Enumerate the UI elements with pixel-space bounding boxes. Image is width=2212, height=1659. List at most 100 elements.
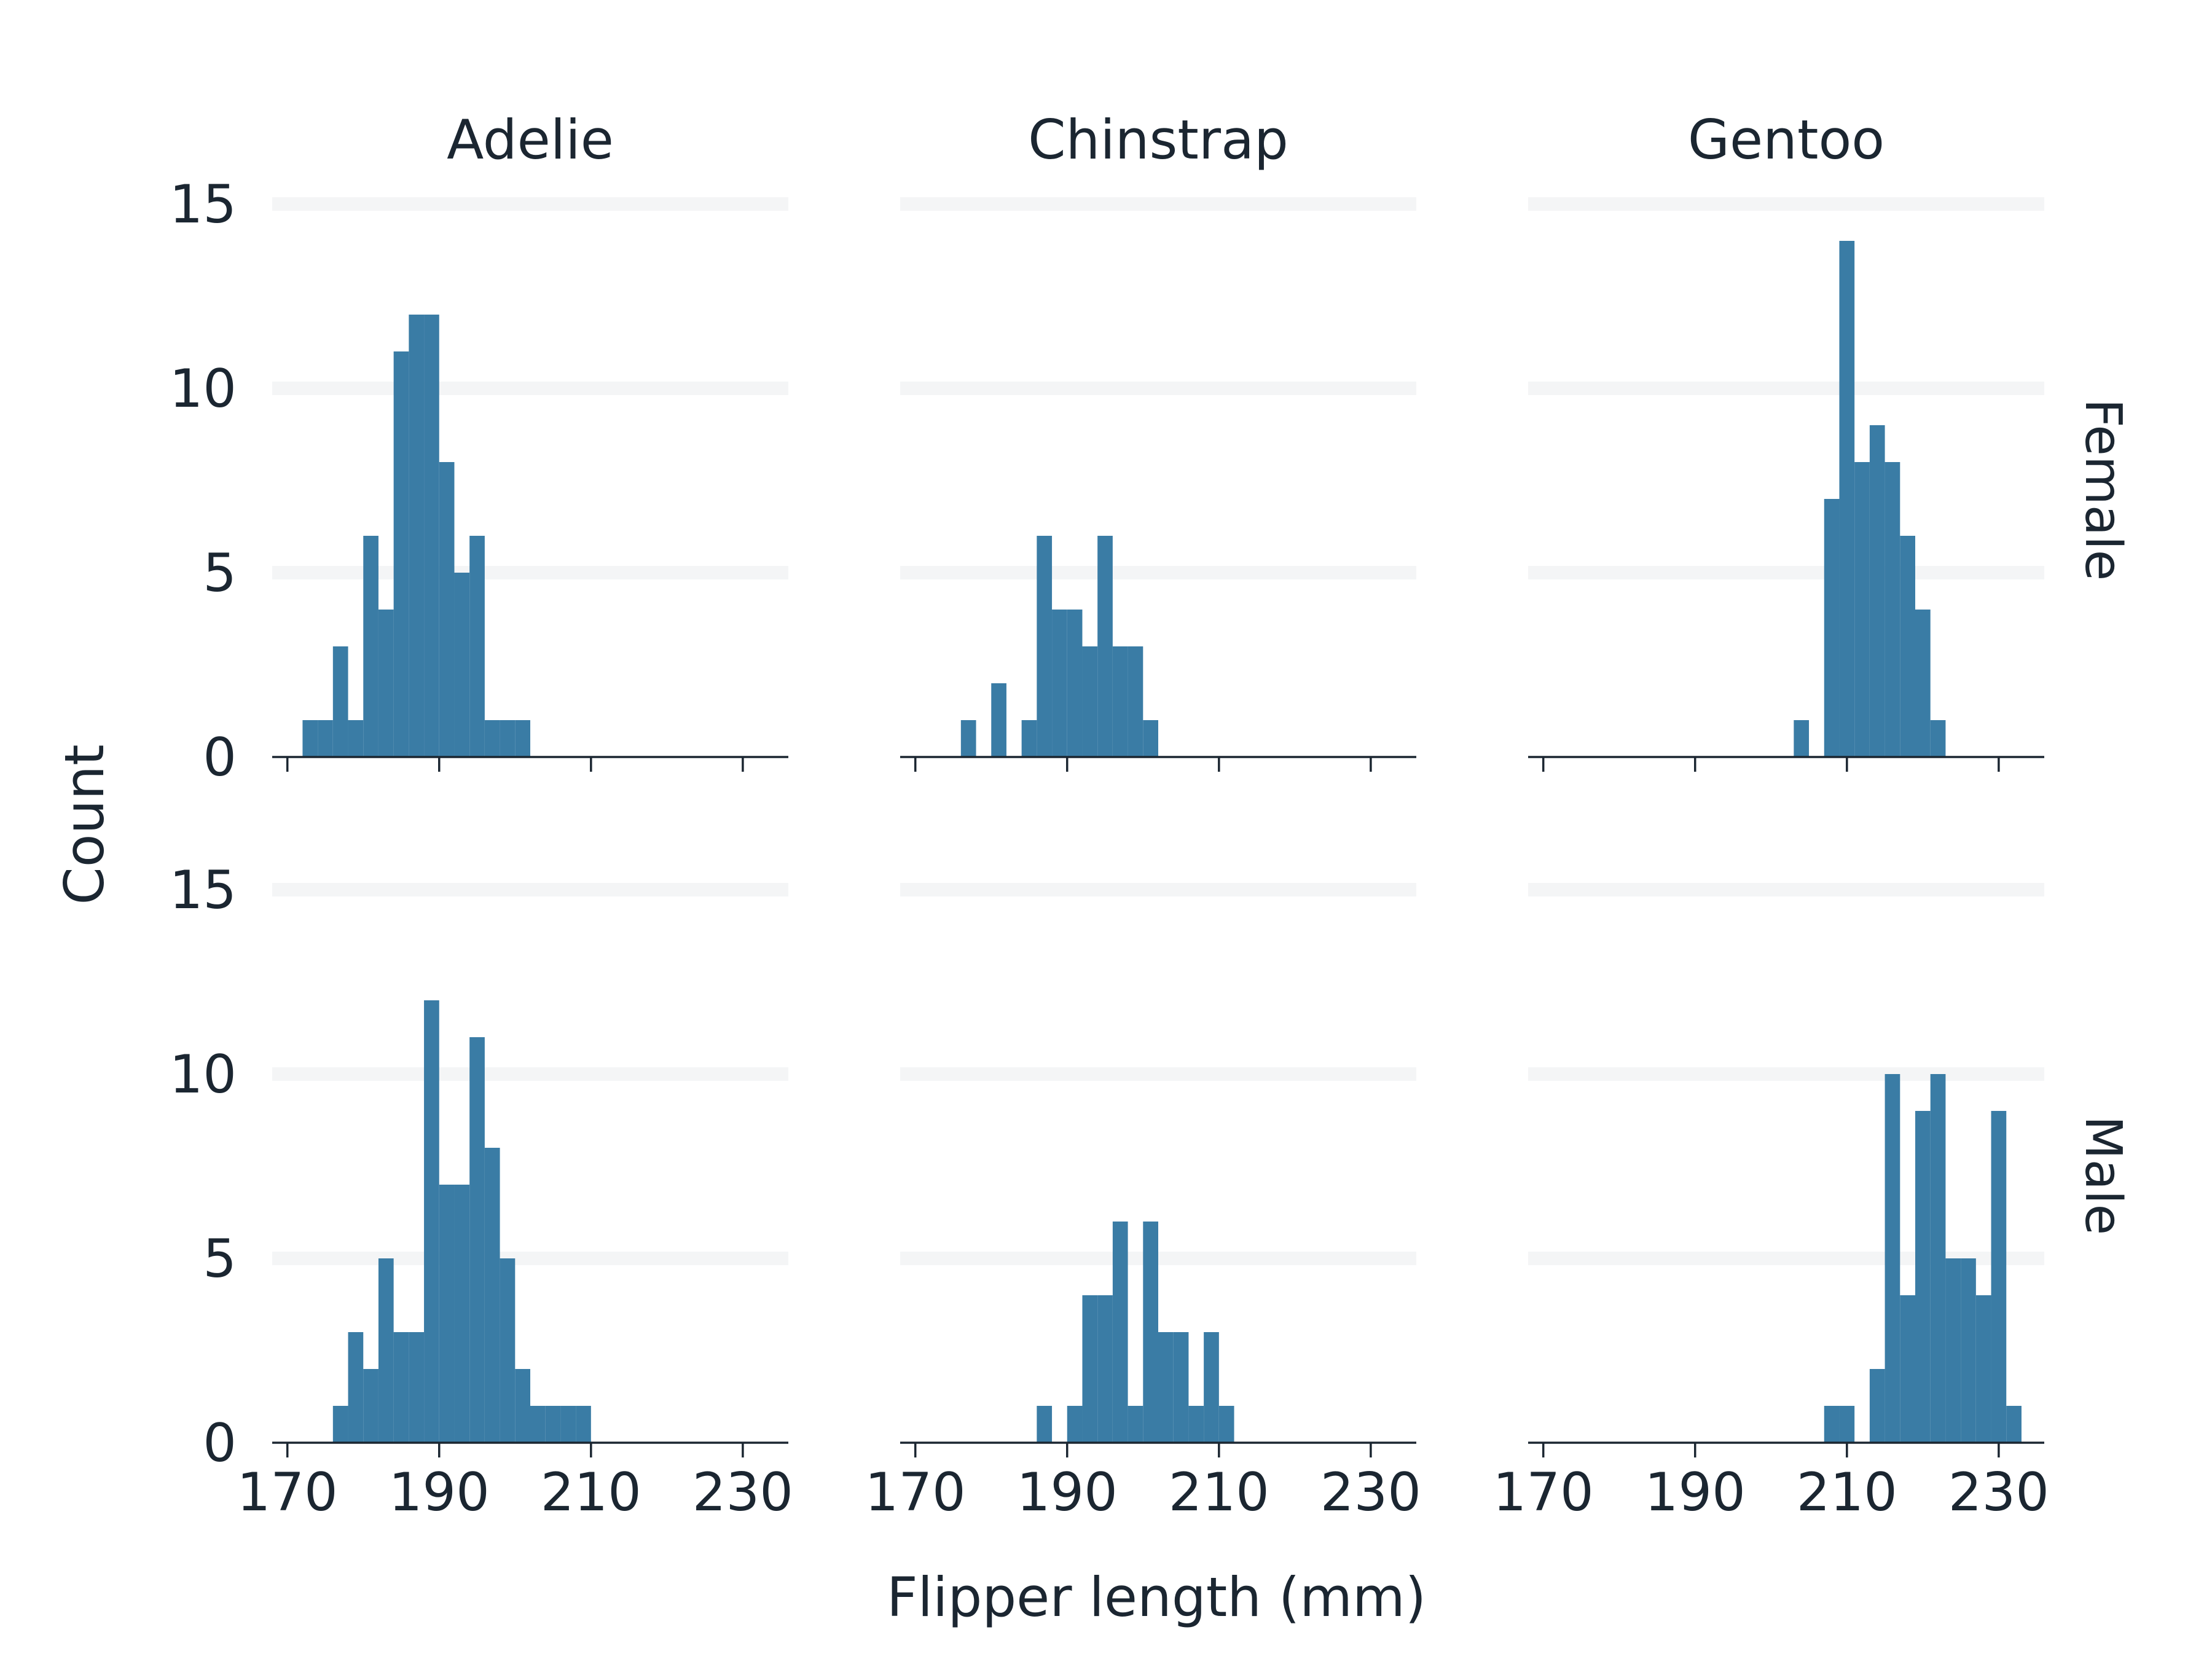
bar-male-adelie-11 (500, 1258, 516, 1443)
bar-female-adelie-0 (302, 720, 318, 757)
x-tick-label-chinstrap-210: 210 (1169, 1462, 1269, 1523)
bar-female-chinstrap-12 (1143, 720, 1158, 757)
column-title-chinstrap: Chinstrap (1028, 108, 1288, 171)
bar-male-chinstrap-10 (1188, 1406, 1204, 1443)
y-tick-label-male-10: 10 (170, 1044, 237, 1105)
bar-female-adelie-6 (393, 351, 409, 757)
x-tick-label-chinstrap-230: 230 (1320, 1462, 1421, 1523)
column-title-gentoo: Gentoo (1688, 108, 1885, 171)
y-tick-label-male-0: 0 (203, 1413, 237, 1474)
bar-female-gentoo-4 (1854, 462, 1870, 757)
y-tick-label-male-5: 5 (203, 1228, 237, 1290)
bar-female-chinstrap-4 (1021, 720, 1037, 757)
bar-female-adelie-13 (500, 720, 516, 757)
x-tick-label-gentoo-210: 210 (1797, 1462, 1897, 1523)
x-tick-label-chinstrap-190: 190 (1017, 1462, 1118, 1523)
row-title-male: Male (2074, 1116, 2132, 1235)
bar-male-chinstrap-2 (1067, 1406, 1083, 1443)
column-title-adelie: Adelie (447, 108, 614, 171)
y-axis-title: Count (53, 744, 116, 904)
y-tick-label-male-15: 15 (170, 860, 237, 921)
bar-female-chinstrap-10 (1112, 646, 1128, 757)
bar-male-adelie-13 (530, 1406, 546, 1443)
bar-male-gentoo-1 (1839, 1406, 1855, 1443)
bar-male-adelie-10 (484, 1148, 500, 1443)
x-tick-label-adelie-210: 210 (541, 1462, 641, 1523)
bar-female-chinstrap-11 (1128, 646, 1143, 757)
bar-female-gentoo-0 (1794, 720, 1810, 757)
bar-male-adelie-0 (332, 1406, 348, 1443)
bar-male-adelie-8 (454, 1185, 470, 1443)
bar-male-adelie-3 (378, 1258, 394, 1443)
bar-male-adelie-9 (469, 1037, 485, 1443)
bar-male-gentoo-7 (1930, 1074, 1946, 1443)
bar-male-adelie-12 (515, 1369, 530, 1443)
bar-male-gentoo-6 (1915, 1111, 1931, 1443)
bar-male-adelie-5 (409, 1332, 425, 1443)
bar-male-adelie-14 (545, 1406, 561, 1443)
bar-male-gentoo-10 (1975, 1295, 1991, 1443)
bar-male-adelie-6 (424, 1000, 439, 1443)
bar-female-adelie-3 (348, 720, 364, 757)
x-tick-label-adelie-190: 190 (389, 1462, 490, 1523)
bar-female-gentoo-9 (1930, 720, 1946, 757)
row-title-female: Female (2074, 399, 2132, 581)
bar-male-chinstrap-6 (1128, 1406, 1143, 1443)
bar-male-gentoo-11 (1991, 1111, 2007, 1443)
bar-female-chinstrap-8 (1082, 646, 1098, 757)
x-tick-label-adelie-170: 170 (237, 1462, 338, 1523)
bar-female-gentoo-5 (1869, 425, 1885, 757)
bar-female-gentoo-3 (1839, 241, 1855, 757)
bar-male-gentoo-4 (1885, 1074, 1900, 1443)
y-tick-label-female-0: 0 (203, 727, 237, 788)
bar-male-gentoo-0 (1824, 1406, 1840, 1443)
bar-female-adelie-4 (363, 536, 378, 757)
y-tick-label-female-10: 10 (170, 358, 237, 420)
bar-female-gentoo-6 (1885, 462, 1900, 757)
x-tick-label-gentoo-190: 190 (1645, 1462, 1746, 1523)
bar-female-adelie-12 (484, 720, 500, 757)
bar-female-gentoo-2 (1824, 499, 1840, 757)
bar-male-chinstrap-5 (1112, 1222, 1128, 1443)
x-tick-label-chinstrap-170: 170 (865, 1462, 966, 1523)
bar-male-adelie-1 (348, 1332, 364, 1443)
bar-male-adelie-16 (576, 1406, 591, 1443)
bar-male-gentoo-5 (1900, 1295, 1915, 1443)
bar-female-adelie-9 (439, 462, 455, 757)
bar-male-chinstrap-9 (1173, 1332, 1189, 1443)
bar-female-adelie-11 (469, 536, 485, 757)
bar-male-adelie-15 (560, 1406, 576, 1443)
y-tick-label-female-5: 5 (203, 543, 237, 604)
bar-male-chinstrap-12 (1218, 1406, 1234, 1443)
x-axis-title: Flipper length (mm) (887, 1566, 1426, 1629)
bar-female-gentoo-8 (1915, 610, 1931, 757)
y-tick-label-female-15: 15 (170, 174, 237, 235)
bar-female-chinstrap-6 (1052, 610, 1067, 757)
bar-female-chinstrap-0 (960, 720, 976, 757)
x-tick-label-gentoo-170: 170 (1493, 1462, 1594, 1523)
bar-female-gentoo-7 (1900, 536, 1915, 757)
bar-male-gentoo-3 (1869, 1369, 1885, 1443)
bar-female-chinstrap-2 (991, 683, 1006, 757)
bar-male-chinstrap-0 (1037, 1406, 1053, 1443)
bar-male-chinstrap-8 (1158, 1332, 1174, 1443)
bar-female-adelie-1 (318, 720, 333, 757)
bar-female-adelie-2 (332, 646, 348, 757)
bar-male-adelie-4 (393, 1332, 409, 1443)
x-tick-label-adelie-230: 230 (692, 1462, 793, 1523)
bar-male-gentoo-9 (1961, 1258, 1976, 1443)
bar-female-adelie-5 (378, 610, 394, 757)
bar-male-chinstrap-11 (1204, 1332, 1219, 1443)
bar-male-adelie-2 (363, 1369, 378, 1443)
bar-female-adelie-10 (454, 573, 470, 757)
bar-male-gentoo-12 (2006, 1406, 2022, 1443)
bar-female-chinstrap-9 (1097, 536, 1113, 757)
bar-male-gentoo-8 (1945, 1258, 1961, 1443)
bar-male-adelie-7 (439, 1185, 455, 1443)
bar-female-chinstrap-5 (1037, 536, 1053, 757)
bar-female-adelie-14 (515, 720, 530, 757)
bar-female-chinstrap-7 (1067, 610, 1083, 757)
bar-male-chinstrap-4 (1097, 1295, 1113, 1443)
bar-female-adelie-7 (409, 315, 425, 757)
